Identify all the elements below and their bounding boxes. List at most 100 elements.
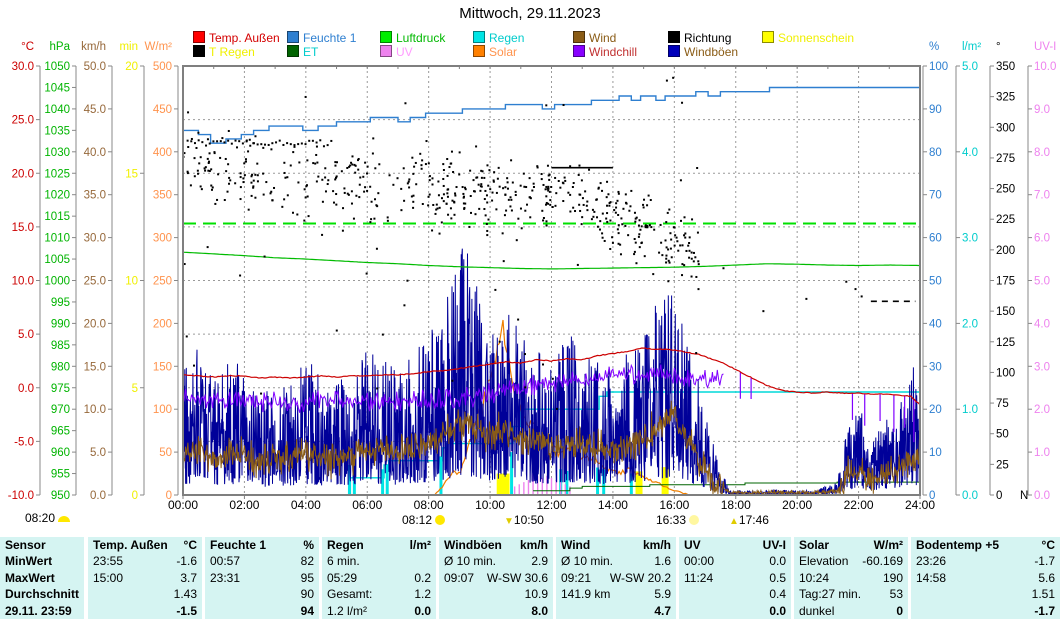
svg-text:5.0: 5.0 [1034, 276, 1050, 288]
table-column-windb-en: Windböen km/h Ø 10 min. 2.9 09:07 W-SW 30.6 10… [439, 537, 553, 619]
column-header: Wind km/h [561, 538, 671, 552]
svg-text:1035: 1035 [44, 125, 70, 137]
svg-text:2.0: 2.0 [1034, 404, 1050, 416]
svg-text:30.0: 30.0 [12, 61, 34, 73]
svg-text:°: ° [996, 41, 1001, 53]
svg-text:970: 970 [51, 404, 70, 416]
svg-text:9.0: 9.0 [1034, 104, 1050, 116]
svg-text:10: 10 [125, 276, 138, 288]
svg-text:0: 0 [132, 490, 138, 502]
legend-label: Wind [589, 31, 617, 45]
table-column-uv: UV UV-I 00:00 0.0 11:24 0.5 0.4 0.0 [679, 537, 791, 619]
svg-text:300: 300 [996, 122, 1015, 134]
table-cell-row: 00:00 0.0 [684, 554, 786, 569]
svg-text:400: 400 [153, 147, 172, 159]
svg-text:22:00: 22:00 [844, 498, 874, 512]
svg-text:20: 20 [125, 61, 138, 73]
moonrise-time: ▲17:46 [729, 513, 769, 527]
table-cell-row: 1.2 l/m² 0.0 [327, 603, 431, 618]
svg-text:08:00: 08:00 [414, 498, 444, 512]
svg-text:1.0: 1.0 [962, 404, 978, 416]
table-cell-row: 05:29 0.2 [327, 570, 431, 585]
table-cell-row: 09:07 W-SW 30.6 [444, 570, 548, 585]
svg-text:1005: 1005 [44, 254, 70, 266]
table-cell-row: 00:57 82 [210, 554, 314, 569]
legend-item-solar: Solar [473, 45, 517, 59]
svg-text:%: % [929, 41, 939, 53]
svg-text:300: 300 [153, 233, 172, 245]
table-cell-row: 6 min. [327, 554, 360, 569]
legend-color-swatch [473, 31, 485, 43]
legend-item-luftdruck: Luftdruck [380, 31, 446, 45]
legend-item-feuchte-1: Feuchte 1 [287, 31, 357, 45]
svg-text:2.0: 2.0 [962, 318, 978, 330]
table-cell-row: 90 [300, 587, 314, 602]
svg-text:1.0: 1.0 [1034, 447, 1050, 459]
legend-label: Windchill [589, 45, 638, 59]
table-cell-row: 0.0 [769, 603, 786, 618]
svg-text:960: 960 [51, 447, 70, 459]
legend-color-swatch [193, 45, 205, 57]
svg-text:1000: 1000 [44, 276, 70, 288]
svg-text:25.0: 25.0 [84, 276, 106, 288]
svg-text:24:00: 24:00 [905, 498, 935, 512]
legend-label: Windböen [684, 45, 739, 59]
column-header: Solar W/m² [799, 538, 903, 552]
table-cell-row: 1.43 [173, 587, 197, 602]
table-cell-row: Elevation -60.169 [799, 554, 903, 569]
row-label: MinWert [5, 554, 53, 569]
sunset-sun-icon [689, 515, 700, 525]
svg-text:20.0: 20.0 [12, 168, 34, 180]
svg-text:70: 70 [929, 190, 942, 202]
svg-text:25: 25 [996, 459, 1009, 471]
svg-text:1045: 1045 [44, 82, 70, 94]
svg-text:0.0: 0.0 [18, 383, 34, 395]
svg-text:16:00: 16:00 [659, 498, 689, 512]
moonset-arrow-icon: ▼ [504, 516, 514, 527]
legend-label: Regen [489, 31, 525, 45]
svg-text:hPa: hPa [50, 41, 71, 53]
svg-text:50: 50 [929, 276, 942, 288]
table-cell-row: 94 [300, 603, 314, 618]
table-cell-row: 23:26 -1.7 [916, 554, 1055, 569]
legend-item-temp-au-en: Temp. Außen [193, 31, 280, 45]
legend-label: Luftdruck [396, 31, 446, 45]
svg-text:0: 0 [929, 490, 935, 502]
legend-label: T Regen [209, 45, 255, 59]
svg-text:225: 225 [996, 214, 1015, 226]
legend-color-swatch [193, 31, 205, 43]
legend-label: Feuchte 1 [303, 31, 357, 45]
svg-text:N: N [1020, 490, 1028, 502]
svg-text:40: 40 [929, 318, 942, 330]
svg-text:45.0: 45.0 [84, 104, 106, 116]
svg-text:1015: 1015 [44, 211, 70, 223]
moonset-time: ▼10:50 [504, 513, 544, 527]
column-header: Feuchte 1% [210, 538, 314, 552]
svg-text:150: 150 [996, 306, 1015, 318]
legend-label: UV [396, 45, 413, 59]
svg-text:90: 90 [929, 104, 942, 116]
svg-text:3.0: 3.0 [962, 233, 978, 245]
svg-text:14:00: 14:00 [598, 498, 628, 512]
svg-text:0.0: 0.0 [1034, 490, 1050, 502]
table-cell-row: Gesamt: 1.2 [327, 587, 431, 602]
svg-text:10.0: 10.0 [1034, 61, 1056, 73]
svg-text:1020: 1020 [44, 190, 70, 202]
svg-text:5: 5 [132, 383, 138, 395]
svg-text:250: 250 [153, 276, 172, 288]
legend-color-swatch [473, 45, 485, 57]
svg-text:10: 10 [929, 447, 942, 459]
svg-text:5.0: 5.0 [18, 329, 34, 341]
svg-text:200: 200 [153, 318, 172, 330]
column-header: Bodentemp +5 °C [916, 538, 1055, 552]
legend-item-wind: Wind [573, 31, 617, 45]
table-cell-row: 23:31 95 [210, 570, 314, 585]
svg-text:-10.0: -10.0 [8, 490, 34, 502]
svg-text:10.0: 10.0 [12, 276, 34, 288]
svg-text:8.0: 8.0 [1034, 147, 1050, 159]
table-column-solar: Solar W/m² Elevation -60.169 10:24 190 Tag:27 … [794, 537, 908, 619]
legend-color-swatch [287, 31, 299, 43]
svg-text:350: 350 [996, 61, 1015, 73]
svg-text:450: 450 [153, 104, 172, 116]
table-cell-row: 4.7 [654, 603, 671, 618]
